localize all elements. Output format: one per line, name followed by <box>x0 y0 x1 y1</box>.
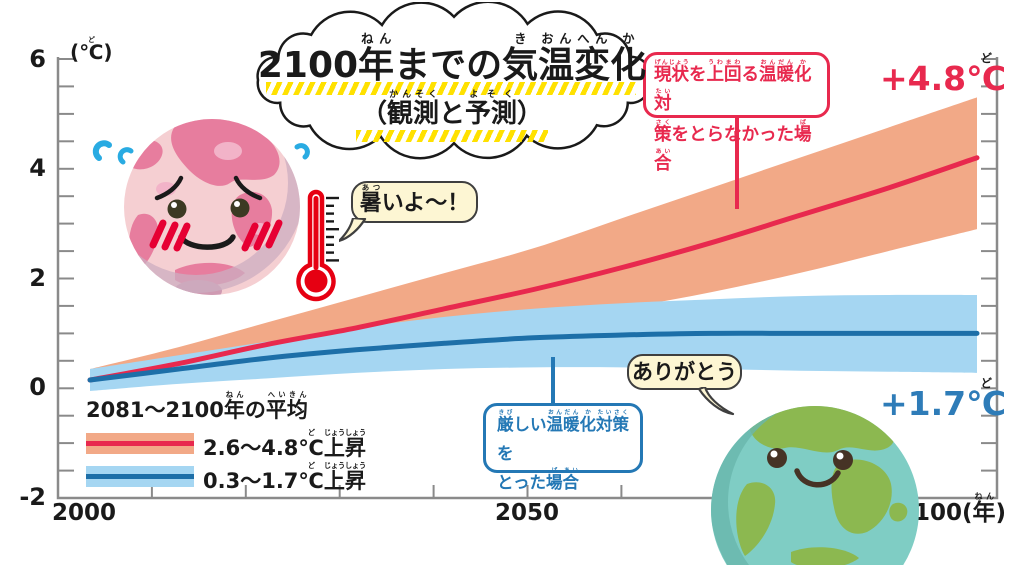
y-tick-label-m2: -2 <box>19 483 46 511</box>
x-tick-label-2000: 2000 <box>51 500 116 526</box>
right-eyebrow <box>233 175 263 201</box>
left-eyebrow <box>154 175 184 201</box>
y-tick-label-0: 0 <box>29 373 46 401</box>
left-eye <box>767 448 787 468</box>
callout-strict-line1: 厳きびしい温暖おんだん化か対策たいさくを <box>497 410 629 463</box>
callout-no-action: 現状げんじょうを上回うわまわる温暖おんだん化か対たい 策さくをとらなかった場ば合… <box>643 52 830 174</box>
callout-no-action-pointer <box>735 116 739 209</box>
series-0-band <box>90 97 977 389</box>
legend-swatch-blue <box>86 465 194 487</box>
speech-bubble-hot: 暑あついよ〜！ <box>351 181 478 223</box>
sweat-drop-icon <box>92 140 112 161</box>
y-tick-label-4: 4 <box>29 154 46 182</box>
callout-strict-pointer <box>551 357 555 405</box>
callout-strict-line2: とった場ば合あい <box>497 468 580 492</box>
subtitle-highlight <box>356 130 548 142</box>
happy-earth-face <box>767 448 853 488</box>
y-tick-label-6: 6 <box>29 45 46 73</box>
legend-swatch-red <box>86 432 194 454</box>
page-subtitle: （観測かんそくと予測よそく） <box>360 90 544 129</box>
happy-earth-land <box>748 406 895 453</box>
end-label-high: +4.8℃ど <box>880 52 1007 98</box>
callout-strict: 厳きびしい温暖おんだん化か対策たいさくを とった場ば合あい <box>483 403 643 492</box>
speech-bubble-hot-tail <box>339 218 367 243</box>
thermometer-icon <box>296 189 339 302</box>
sweat-drop-icon <box>117 147 134 165</box>
end-label-low: +1.7℃ど <box>880 377 1007 423</box>
callout-no-action-line2: 策さくをとらなかった場ば合あい <box>654 119 812 174</box>
legend-label-red: 2.6〜4.8℃ど上昇じょうしょう <box>203 427 366 460</box>
legend-item-low: 0.3〜1.7℃ど上昇じょうしょう <box>86 461 366 491</box>
legend: 2081〜2100年ねんの平均へいきん 2.6〜4.8℃ど上昇じょうしょう 0.… <box>86 390 366 491</box>
speech-bubble-thanks: ありがとう <box>627 354 742 390</box>
smile-mouth <box>794 468 841 488</box>
sweat-drop-icon <box>294 143 310 160</box>
x-tick-label-2050: 2050 <box>494 500 559 526</box>
sweat-drops <box>92 140 310 165</box>
legend-label-blue: 0.3〜1.7℃ど上昇じょうしょう <box>203 460 366 493</box>
happy-earth-shading <box>711 406 919 565</box>
y-axis-unit: (℃ど) <box>70 36 113 64</box>
series-1-mean-line <box>87 330 980 383</box>
sad-earth-character <box>92 119 310 295</box>
left-eye <box>167 199 187 219</box>
right-eye <box>230 198 250 218</box>
sad-earth-face <box>149 175 283 252</box>
series-0-mean-line <box>87 155 980 383</box>
callout-no-action-line1: 現状げんじょうを上回うわまわる温暖おんだん化か対たい <box>654 59 812 114</box>
thermometer-scale <box>326 196 339 262</box>
happy-earth-character <box>711 406 919 565</box>
right-eye <box>833 450 853 470</box>
series-1-band <box>90 294 977 391</box>
legend-title: 2081〜2100年ねんの平均へいきん <box>86 390 308 422</box>
page-title: 2100年ねんまでの気き温おん変へん化か <box>257 32 647 86</box>
title-highlight <box>266 82 636 95</box>
y-tick-label-2: 2 <box>29 264 46 292</box>
speech-bubble-thanks-tail <box>697 387 735 416</box>
legend-item-high: 2.6〜4.8℃ど上昇じょうしょう <box>86 428 366 458</box>
blush-lines <box>149 219 283 252</box>
